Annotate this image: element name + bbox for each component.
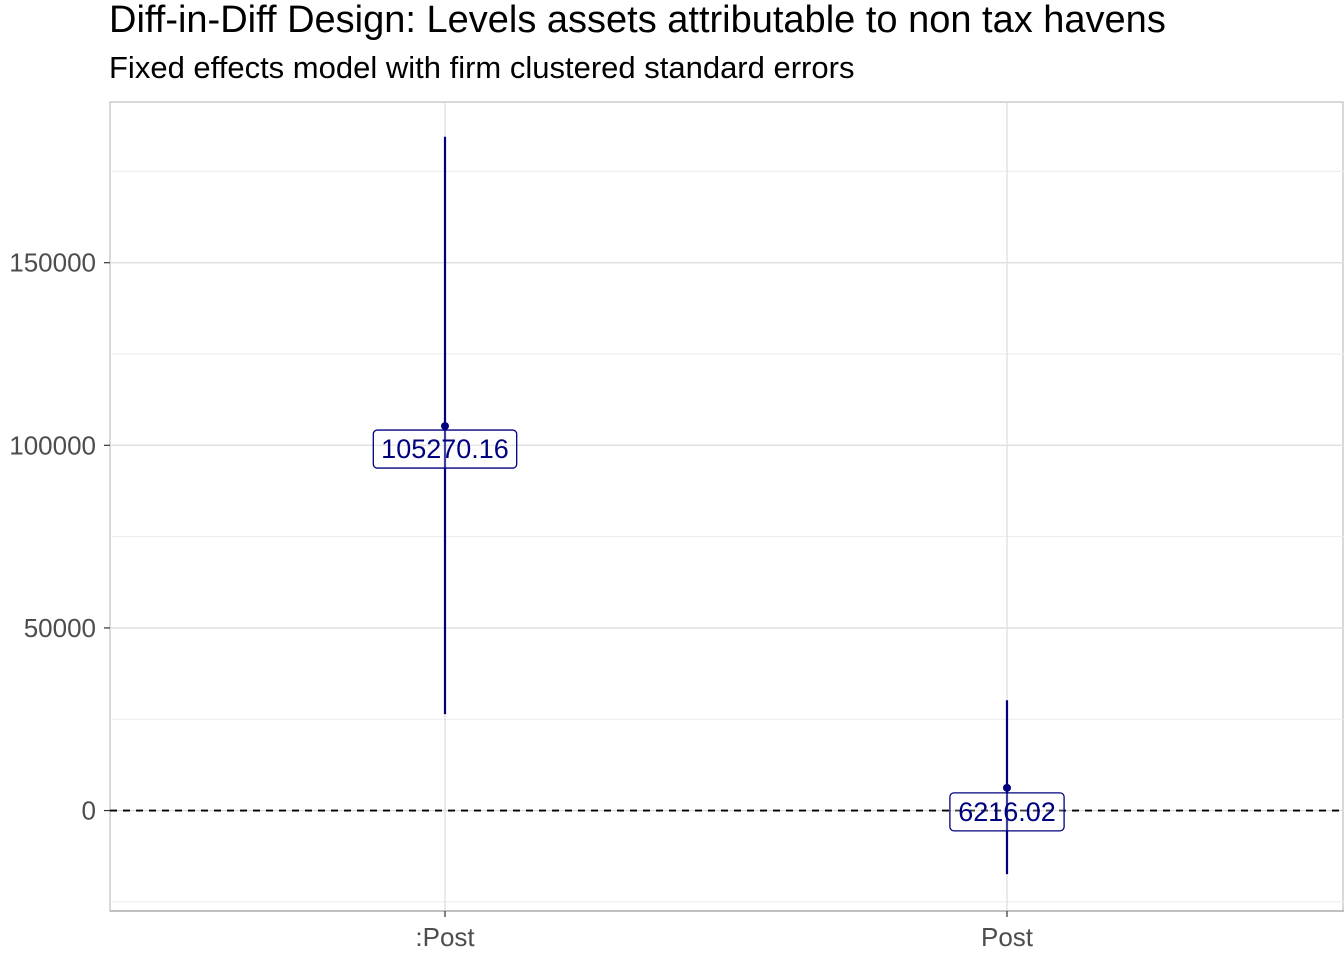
y-tick-label: 100000 (9, 430, 96, 460)
point-estimate (1003, 783, 1011, 792)
panel-border (109, 101, 1344, 912)
chart-title: Diff-in-Diff Design: Levels assets attri… (109, 0, 1166, 41)
data-label: 105270.16 (381, 434, 509, 464)
point-estimate (441, 422, 449, 431)
chart-subtitle: Fixed effects model with firm clustered … (109, 50, 855, 85)
x-tick-label: :Post (415, 922, 475, 952)
data-label: 6216.02 (958, 797, 1056, 827)
data-label-box (372, 429, 518, 469)
y-tick-label: 150000 (9, 248, 96, 278)
axes: 0 50000 100000 150000 :Post Post (9, 248, 1344, 952)
gridlines (109, 101, 1344, 912)
data-marks: 105270.16 6216.02 (372, 136, 1065, 875)
x-tick-label: Post (981, 922, 1034, 952)
y-tick-label: 0 (82, 796, 96, 826)
data-label-box (949, 792, 1065, 832)
y-tick-label: 50000 (24, 613, 96, 643)
